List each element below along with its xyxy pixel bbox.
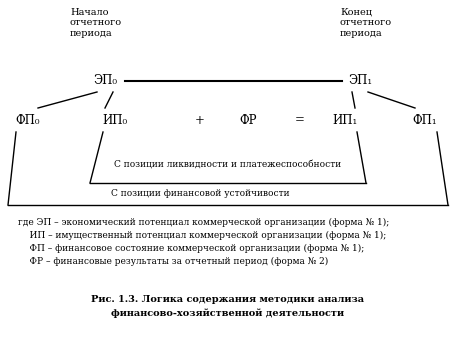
Text: =: = (294, 113, 304, 126)
Text: ИП₀: ИП₀ (102, 113, 127, 126)
Text: ФР: ФР (239, 113, 256, 126)
Text: ФП₀: ФП₀ (16, 113, 40, 126)
Text: финансово-хозяйственной деятельности: финансово-хозяйственной деятельности (111, 309, 344, 318)
Text: +: + (195, 113, 204, 126)
Text: ФР – финансовые результаты за отчетный период (форма № 2): ФР – финансовые результаты за отчетный п… (18, 257, 328, 266)
Text: Конец
отчетного
периода: Конец отчетного периода (339, 8, 391, 38)
Text: Рис. 1.3. Логика содержания методики анализа: Рис. 1.3. Логика содержания методики ана… (91, 295, 364, 304)
Text: С позиции финансовой устойчивости: С позиции финансовой устойчивости (111, 188, 288, 198)
Text: где ЭП – экономический потенциал коммерческой организации (форма № 1);: где ЭП – экономический потенциал коммерч… (18, 218, 389, 227)
Text: ЭП₀: ЭП₀ (93, 73, 117, 86)
Text: ЭП₁: ЭП₁ (347, 73, 371, 86)
Text: Начало
отчетного
периода: Начало отчетного периода (70, 8, 122, 38)
Text: С позиции ликвидности и платежеспособности: С позиции ликвидности и платежеспособнос… (114, 160, 341, 170)
Text: ИП – имущественный потенциал коммерческой организации (форма № 1);: ИП – имущественный потенциал коммерческо… (18, 231, 385, 240)
Text: ИП₁: ИП₁ (332, 113, 357, 126)
Text: ФП₁: ФП₁ (412, 113, 436, 126)
Text: ФП – финансовое состояние коммерческой организации (форма № 1);: ФП – финансовое состояние коммерческой о… (18, 244, 364, 253)
